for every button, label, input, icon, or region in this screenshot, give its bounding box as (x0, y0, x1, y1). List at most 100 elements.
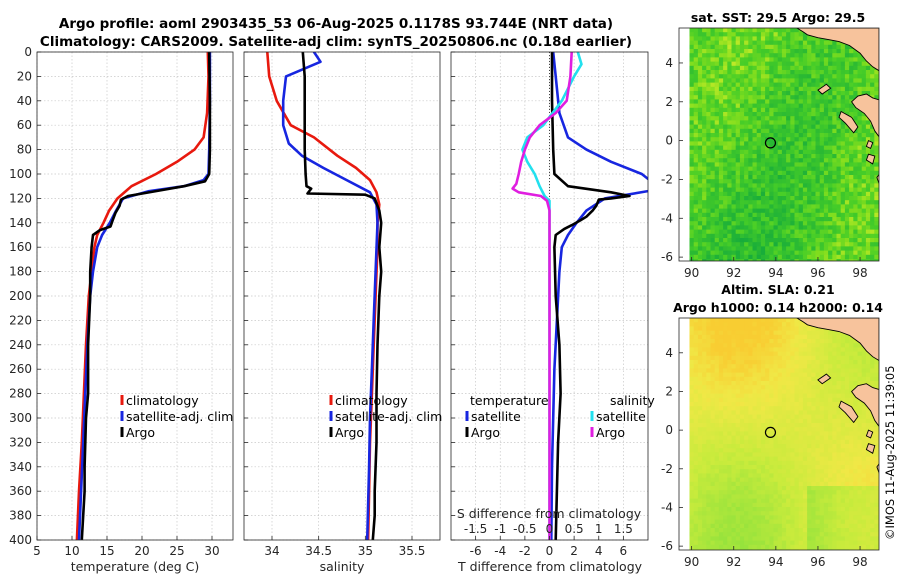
map-cell (828, 149, 833, 155)
map-cell (706, 414, 711, 420)
map-cell (777, 49, 783, 54)
map-cell (714, 435, 720, 441)
map-cell (836, 191, 842, 197)
map-cell (735, 339, 741, 344)
map-cell (752, 82, 758, 88)
map-cell (815, 481, 821, 487)
map-cell (689, 225, 695, 230)
map-cell (752, 498, 758, 504)
map-cell (828, 128, 833, 134)
map-cell (857, 250, 863, 256)
map-cell (718, 36, 724, 41)
map-cell (697, 32, 703, 37)
map-cell (706, 212, 711, 218)
map-cell (786, 74, 791, 79)
map-cell (840, 107, 846, 113)
map-cell (744, 250, 749, 256)
map-cell (718, 233, 724, 239)
map-cell (748, 414, 753, 420)
map-cell (748, 351, 753, 357)
map-cell (744, 149, 749, 155)
map-cell (723, 326, 728, 331)
map-cell (786, 78, 791, 83)
map-cell (697, 103, 703, 109)
map-cell (802, 469, 808, 474)
map-cell (781, 70, 787, 75)
map-cell (752, 494, 758, 499)
map-cell (874, 217, 879, 222)
map-cell (811, 414, 816, 420)
map-cell (815, 120, 821, 125)
map-cell (794, 154, 800, 159)
map-cell (790, 250, 795, 256)
map-cell (735, 32, 741, 37)
map-cell (739, 511, 745, 516)
map-cell (802, 91, 808, 96)
map-cell (840, 233, 846, 239)
map-cell (697, 393, 703, 399)
map-cell (710, 397, 716, 403)
map-cell (781, 494, 787, 499)
map-cell (828, 212, 833, 218)
map-cell (815, 36, 821, 41)
map-cell (781, 137, 787, 142)
map-cell (815, 435, 821, 441)
map-cell (773, 339, 779, 344)
map-cell (710, 502, 716, 508)
map-cell (752, 196, 758, 201)
map-cell (832, 490, 837, 495)
map-cell (689, 246, 695, 251)
map-cell (765, 61, 770, 67)
map-cell (760, 460, 766, 466)
map-cell (853, 381, 858, 386)
map-cell (693, 250, 699, 256)
map-cell (849, 494, 854, 499)
map-cell (727, 460, 732, 466)
map-cell (752, 149, 758, 155)
map-cell (819, 175, 825, 180)
map-cell (777, 381, 783, 386)
map-cell (731, 53, 737, 58)
map-cell (752, 28, 758, 33)
map-cell (693, 439, 699, 445)
map-cell (844, 490, 850, 495)
map-cell (840, 355, 846, 361)
map-cell (802, 360, 808, 365)
map-cell (744, 175, 749, 180)
map-cell (760, 498, 766, 504)
map-cell (735, 460, 741, 466)
map-cell (748, 175, 753, 180)
map-cell (689, 410, 695, 415)
map-cell (865, 70, 871, 75)
map-cell (718, 103, 724, 109)
map-cell (802, 78, 808, 83)
map-cell (802, 175, 808, 180)
map-cell (807, 246, 812, 251)
map-cell (823, 427, 829, 432)
map-cell (832, 217, 837, 222)
map-cell (760, 250, 766, 256)
d-series-group (511, 52, 648, 540)
map-cell (693, 477, 699, 483)
map-cell (807, 364, 812, 369)
map-cell (739, 330, 745, 336)
map-cell (723, 259, 728, 261)
map-cell (819, 448, 825, 453)
map-cell (752, 423, 758, 428)
map-cell (777, 423, 783, 428)
map-cell (815, 124, 821, 130)
map-cell (706, 82, 711, 88)
map-cell (714, 158, 720, 163)
map-cell (710, 99, 716, 104)
map-cell (727, 70, 732, 75)
map-cell (727, 36, 732, 41)
map-cell (752, 376, 758, 382)
island (876, 173, 879, 185)
map-cell (861, 259, 867, 261)
map-cell (828, 465, 833, 470)
map-cell (815, 187, 821, 193)
map-cell (718, 481, 724, 487)
map-cell (723, 212, 728, 218)
map-cell (844, 481, 850, 487)
map-cell (870, 481, 875, 487)
